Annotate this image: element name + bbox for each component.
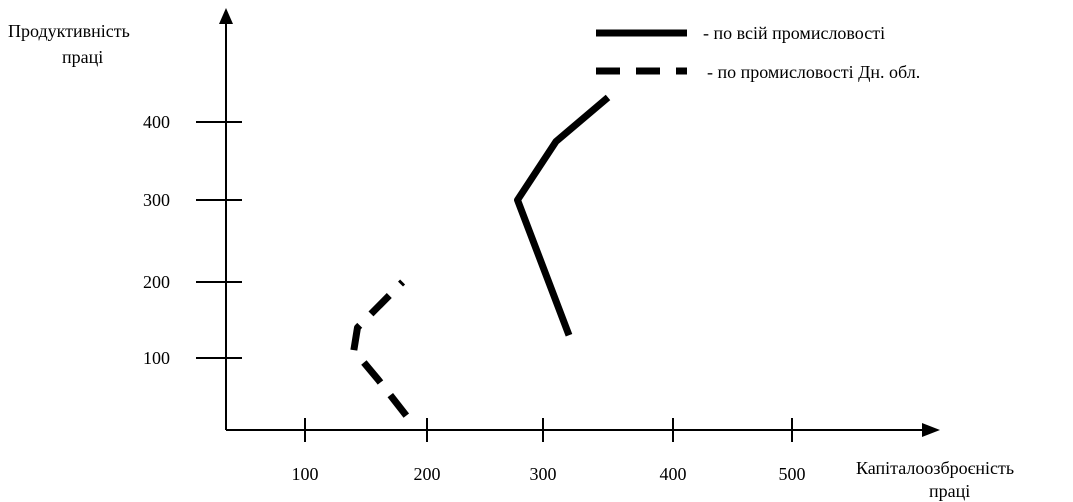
y-tick-label-400: 400 [143, 112, 170, 132]
y-tick-label-300: 300 [143, 190, 170, 210]
legend-label-all-industry: - по всій промисловості [703, 23, 885, 43]
x-axis-title-line-1: Капіталоозброєність [856, 458, 1014, 478]
series-line-dnipro-industry [350, 279, 410, 418]
ticks: 100 200 300 400 500 100 200 300 400 [143, 112, 806, 484]
y-tick-label-200: 200 [143, 272, 170, 292]
y-axis-title: Продуктивність праці [8, 21, 130, 67]
x-tick-label-300: 300 [530, 464, 557, 484]
x-axis-arrow [922, 423, 940, 437]
y-axis-title-line-1: Продуктивність [8, 21, 130, 41]
x-axis-title: Капіталоозброєність праці [856, 458, 1014, 501]
y-tick-label-100: 100 [143, 348, 170, 368]
legend: - по всій промисловості - по промисловос… [596, 23, 920, 82]
x-axis-title-line-2: праці [929, 481, 970, 501]
legend-label-dnipro-industry: - по промисловості Дн. обл. [707, 62, 920, 82]
y-axis-arrow [219, 8, 233, 24]
x-tick-label-100: 100 [292, 464, 319, 484]
series-layer [350, 94, 611, 418]
x-tick-label-500: 500 [779, 464, 806, 484]
x-tick-label-400: 400 [660, 464, 687, 484]
series-line-all-industry [514, 94, 611, 337]
axes [219, 8, 940, 437]
x-tick-label-200: 200 [414, 464, 441, 484]
y-axis-title-line-2: праці [62, 47, 103, 67]
